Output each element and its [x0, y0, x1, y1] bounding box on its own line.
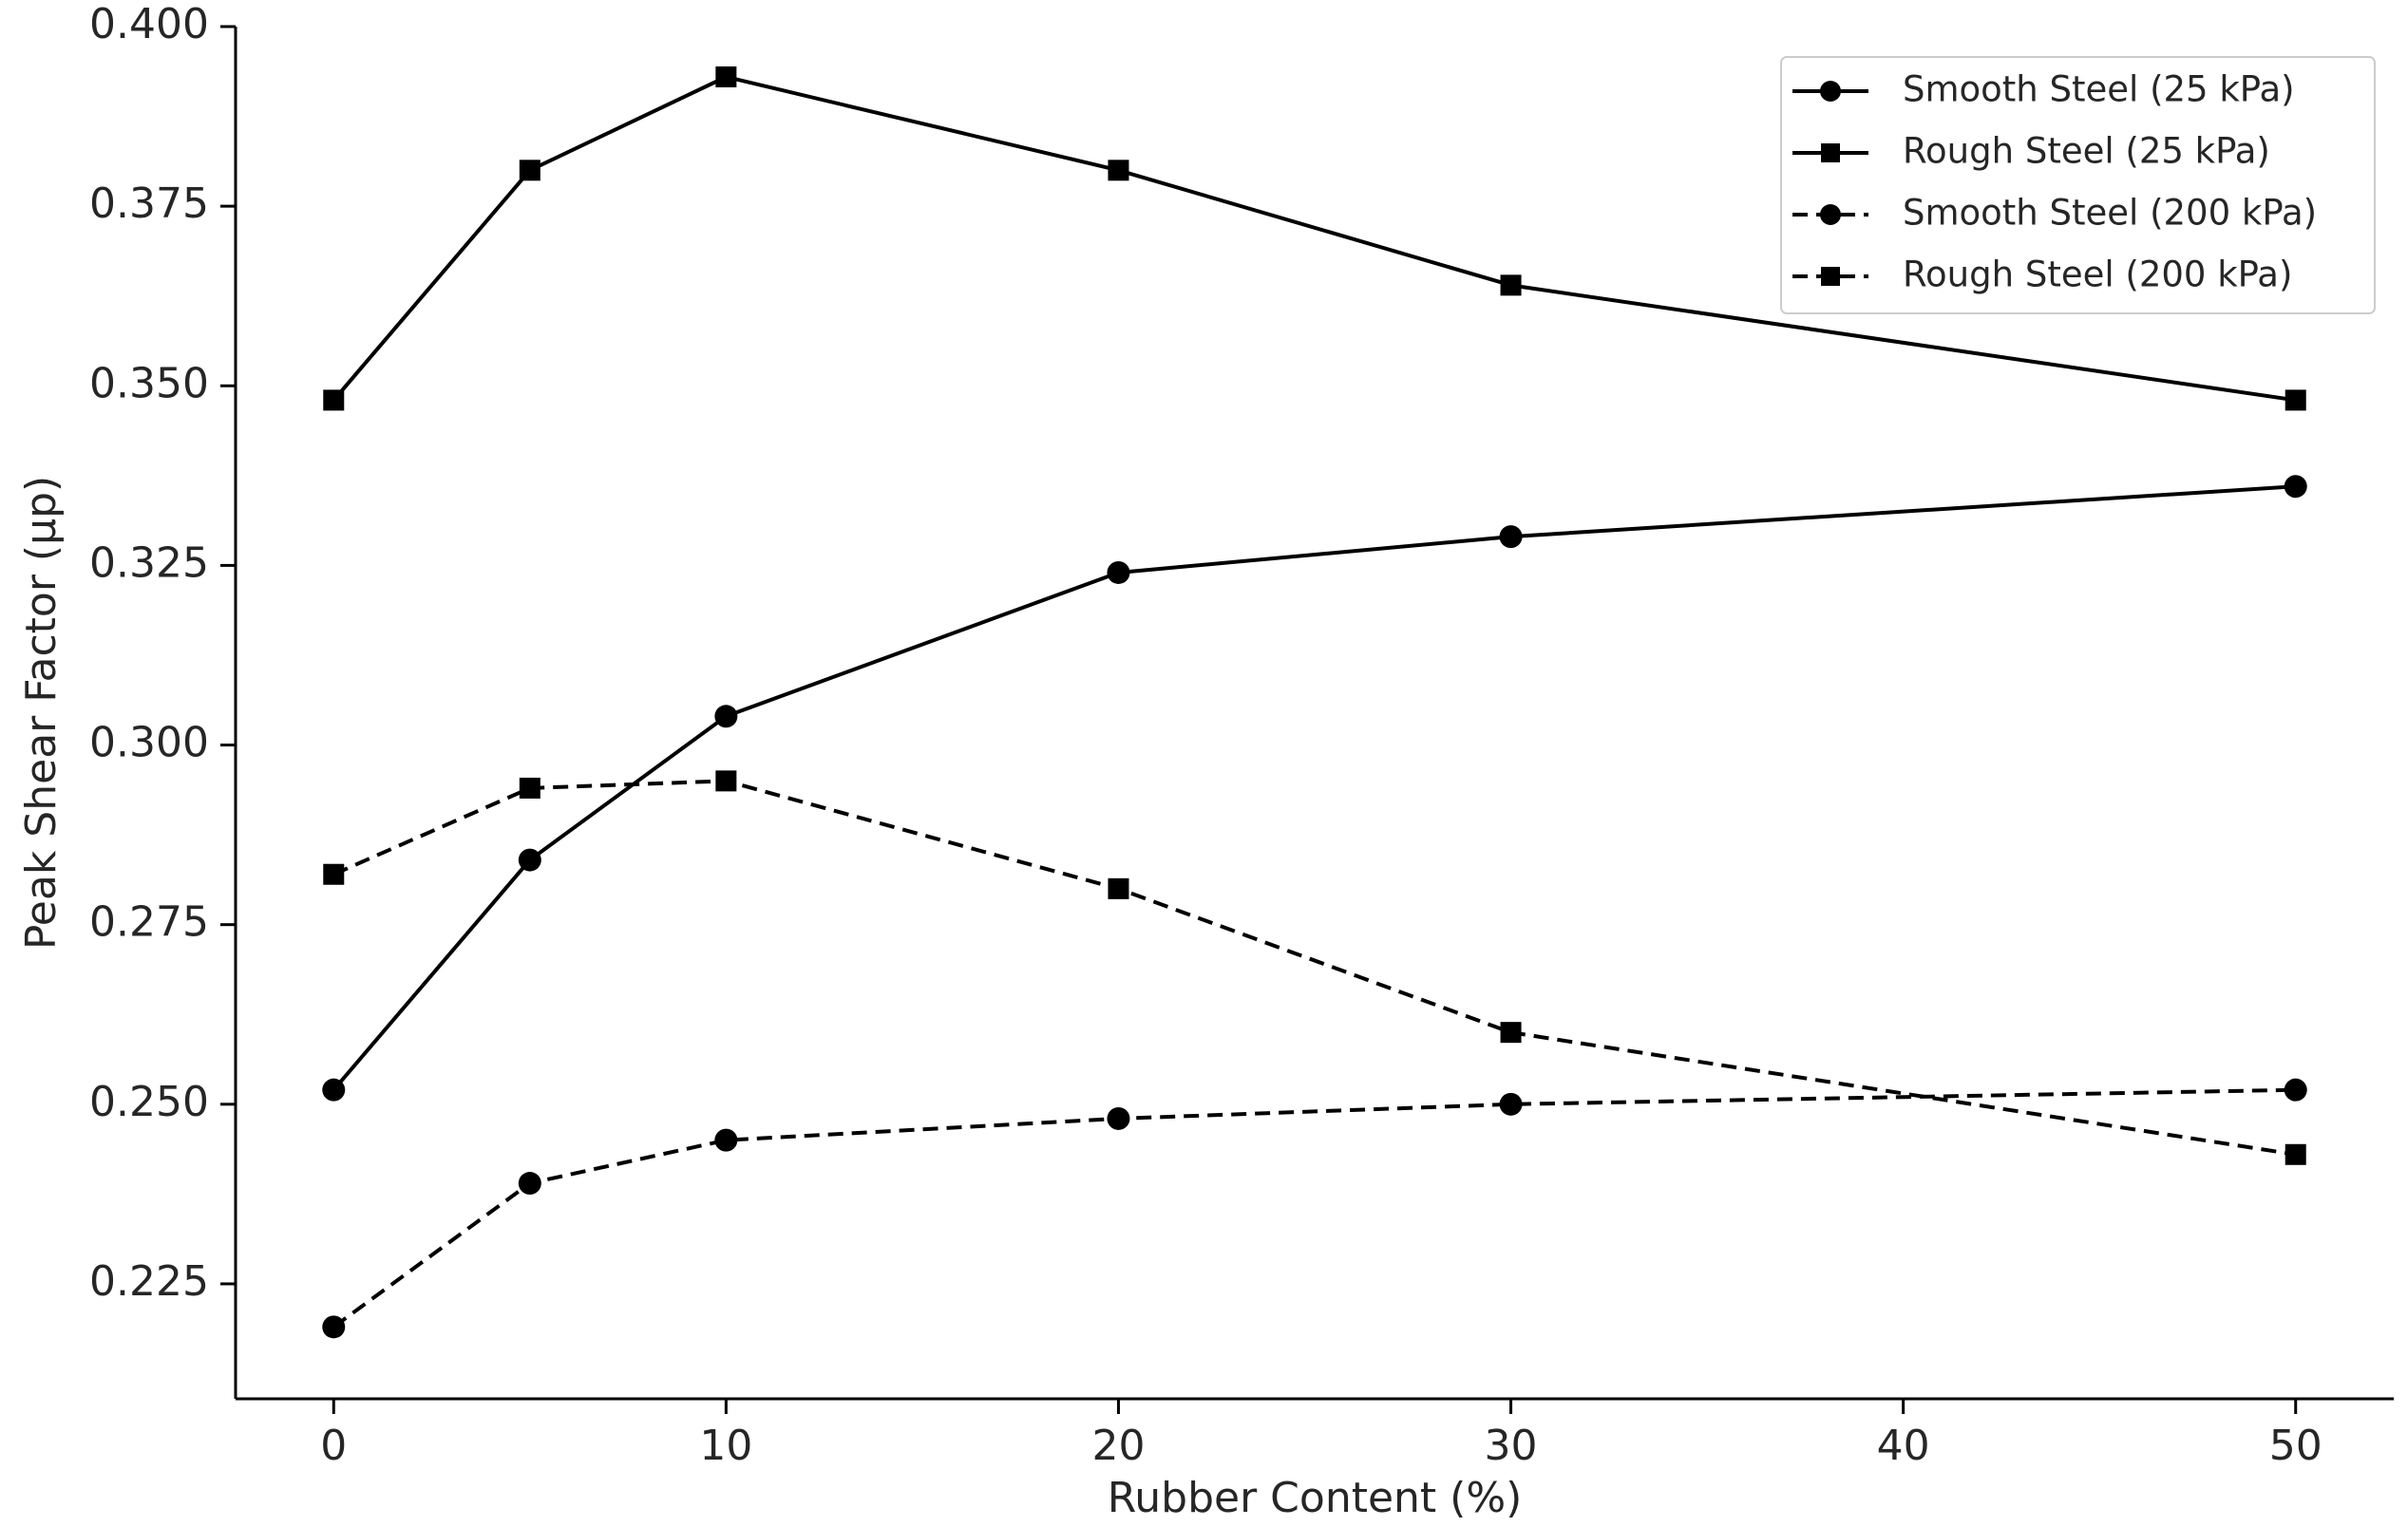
y-tick-label: 0.275 — [89, 898, 209, 947]
legend-marker — [1821, 143, 1840, 162]
x-tick-label: 0 — [320, 1422, 347, 1470]
x-tick-label: 20 — [1091, 1422, 1145, 1470]
data-point — [1499, 1092, 1523, 1116]
series-3 — [322, 1078, 2307, 1339]
legend-label: Smooth Steel (200 kPa) — [1903, 193, 2317, 234]
legend-item-3: Smooth Steel (200 kPa) — [1792, 193, 2317, 234]
y-tick-label: 0.325 — [89, 538, 209, 587]
data-point — [323, 389, 345, 411]
series-line — [332, 779, 2297, 1157]
data-point — [1500, 274, 1522, 296]
series-4 — [323, 770, 2306, 1165]
legend-label: Rough Steel (25 kPa) — [1903, 131, 2270, 172]
plot-area — [322, 66, 2307, 1339]
data-point — [714, 705, 738, 728]
axes: 0.225 0.250 0.275 0.300 0.325 0.350 0.375 0.400… — [17, 0, 2394, 1522]
legend-item-4: Rough Steel (200 kPa) — [1792, 254, 2292, 295]
data-point — [1107, 1106, 1130, 1130]
data-point — [1499, 525, 1523, 549]
data-point — [714, 1128, 738, 1152]
data-point — [715, 66, 737, 87]
data-point — [1108, 160, 1129, 181]
data-point — [518, 1172, 541, 1196]
y-tick-label: 0.250 — [89, 1078, 209, 1126]
data-point — [2284, 475, 2307, 499]
x-tick-label: 30 — [1485, 1422, 1538, 1470]
data-point — [322, 1315, 346, 1339]
y-tick-label: 0.225 — [89, 1257, 209, 1306]
legend-box — [1780, 56, 2376, 314]
series-1 — [322, 475, 2307, 1102]
legend-item-1: Smooth Steel (25 kPa) — [1792, 69, 2295, 110]
legend-label: Rough Steel (200 kPa) — [1903, 254, 2292, 295]
legend-label: Smooth Steel (25 kPa) — [1903, 69, 2295, 110]
data-point — [1108, 877, 1129, 899]
series-line — [332, 74, 2297, 403]
legend-marker — [1820, 204, 1841, 225]
x-tick-label: 40 — [1877, 1422, 1930, 1470]
x-tick-label: 50 — [2269, 1422, 2323, 1470]
data-point — [2284, 1078, 2307, 1102]
series-2 — [323, 66, 2306, 411]
x-tick-label: 10 — [699, 1422, 752, 1470]
data-point — [323, 863, 345, 885]
y-tick-label: 0.400 — [89, 0, 209, 48]
data-point — [1500, 1022, 1522, 1044]
legend-marker — [1820, 81, 1841, 102]
data-point — [519, 777, 540, 799]
data-point — [1107, 560, 1130, 584]
data-point — [2285, 389, 2306, 411]
series-line — [332, 1087, 2296, 1329]
y-tick-label: 0.300 — [89, 719, 209, 767]
data-point — [519, 160, 540, 181]
data-point — [518, 848, 541, 872]
x-axis-title: Rubber Content (%) — [1108, 1474, 1523, 1522]
y-tick-label: 0.350 — [89, 359, 209, 407]
data-point — [322, 1078, 346, 1102]
y-axis-title: Peak Shear Factor (μp) — [17, 476, 66, 950]
legend: Smooth Steel (25 kPa) Rough Steel (25 kPa… — [1780, 56, 2376, 314]
y-tick-label: 0.375 — [89, 179, 209, 228]
data-point — [715, 770, 737, 792]
data-point — [2285, 1143, 2306, 1165]
series-line — [332, 484, 2296, 1091]
legend-item-2: Rough Steel (25 kPa) — [1792, 131, 2270, 172]
legend-marker — [1821, 267, 1840, 286]
